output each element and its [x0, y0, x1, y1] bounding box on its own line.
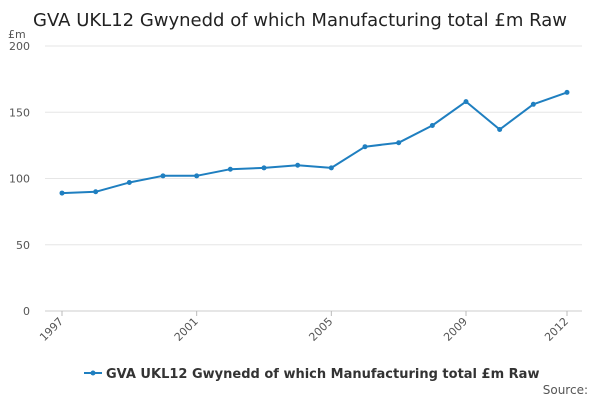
- data-point: [93, 189, 99, 195]
- data-point: [497, 126, 503, 132]
- y-tick-label: 50: [16, 239, 30, 252]
- x-tick-label: 2005: [306, 315, 335, 344]
- data-point: [362, 144, 368, 150]
- x-tick-label: 2012: [542, 315, 571, 344]
- x-tick-label: 1997: [37, 315, 66, 344]
- data-point: [295, 162, 301, 168]
- chart-title: GVA UKL12 Gwynedd of which Manufacturing…: [33, 10, 567, 31]
- y-tick-label: 150: [9, 106, 30, 119]
- legend-point-marker: [90, 370, 96, 376]
- data-point: [530, 101, 536, 107]
- data-point: [227, 166, 233, 172]
- data-point: [59, 190, 65, 196]
- y-tick-label: 200: [9, 40, 30, 53]
- legend-label: GVA UKL12 Gwynedd of which Manufacturing…: [106, 367, 539, 382]
- y-tick-label: 0: [23, 305, 30, 318]
- data-point: [328, 165, 334, 171]
- gridlines: [45, 45, 582, 312]
- series-layer: [59, 89, 570, 196]
- data-point: [126, 179, 132, 185]
- series-line: [61, 91, 568, 195]
- legend: GVA UKL12 Gwynedd of which Manufacturing…: [84, 367, 539, 382]
- data-point: [463, 99, 469, 105]
- x-tick-label: 2001: [172, 315, 201, 344]
- data-point: [194, 173, 200, 179]
- y-tick-label: 100: [9, 173, 30, 186]
- y-axis-unit-label: £m: [8, 28, 26, 41]
- x-tick-label: 2009: [441, 315, 470, 344]
- data-point: [396, 140, 402, 146]
- data-point: [160, 173, 166, 179]
- data-point: [261, 165, 267, 171]
- source-label: Source:: [543, 383, 588, 397]
- data-point: [564, 89, 570, 95]
- data-point: [429, 123, 435, 128]
- x-axis-ticks: 1997 2001 2005 2009 2012: [37, 311, 571, 344]
- y-axis-ticks: 0 50 100 150 200: [9, 40, 30, 318]
